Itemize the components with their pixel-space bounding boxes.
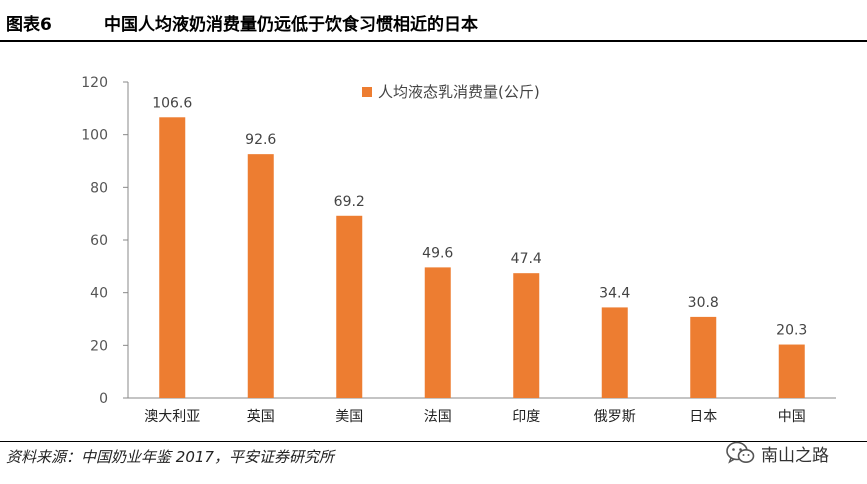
watermark-text: 南山之路 — [761, 445, 829, 466]
bar — [513, 273, 540, 398]
y-tick-label: 120 — [81, 75, 108, 91]
legend-label: 人均液态乳消费量(公斤) — [378, 83, 540, 101]
bar — [601, 307, 628, 398]
y-tick-label: 100 — [81, 128, 108, 144]
category-label: 俄罗斯 — [594, 409, 636, 425]
source-note: 资料来源：中国奶业年鉴 2017，平安证券研究所 — [6, 448, 334, 466]
data-label: 47.4 — [511, 251, 542, 267]
category-label: 美国 — [335, 409, 363, 425]
category-label: 印度 — [512, 409, 540, 425]
bar-chart: 0 20 40 60 80 100 120 106.6 澳大利亚 92.6 英国 69.2 美国 49.… — [81, 75, 836, 425]
category-label: 英国 — [247, 408, 275, 425]
y-tick-label: 60 — [90, 233, 108, 249]
category-label: 中国 — [778, 409, 806, 425]
category-label: 法国 — [424, 409, 452, 425]
data-label: 92.6 — [245, 132, 276, 148]
y-tick-label: 80 — [90, 180, 108, 196]
y-tick-label: 40 — [90, 286, 108, 302]
watermark: 南山之路 — [725, 438, 829, 468]
data-label: 20.3 — [776, 323, 807, 339]
category-label: 澳大利亚 — [144, 409, 200, 425]
category-label: 日本 — [689, 409, 717, 425]
figure-header: 图表6 中国人均液奶消费量仍远低于饮食习惯相近的日本 — [0, 0, 867, 42]
data-label: 106.6 — [152, 95, 192, 111]
data-label: 30.8 — [688, 295, 719, 311]
footer-divider — [0, 441, 867, 442]
figure-title: 中国人均液奶消费量仍远低于饮食习惯相近的日本 — [104, 15, 478, 35]
data-label: 34.4 — [599, 285, 630, 301]
bar — [336, 215, 363, 398]
y-tick-label: 0 — [99, 391, 108, 407]
figure-label: 图表6 — [6, 15, 52, 35]
wechat-icon — [726, 441, 755, 464]
data-label: 69.2 — [334, 194, 365, 210]
y-tick-label: 20 — [90, 338, 108, 354]
bar — [247, 154, 274, 398]
legend-swatch — [362, 87, 372, 97]
data-label: 49.6 — [422, 245, 453, 261]
legend: 人均液态乳消费量(公斤) — [362, 83, 540, 101]
bar — [424, 267, 451, 398]
bar — [690, 316, 717, 398]
bar — [778, 344, 805, 398]
bar — [159, 117, 186, 398]
